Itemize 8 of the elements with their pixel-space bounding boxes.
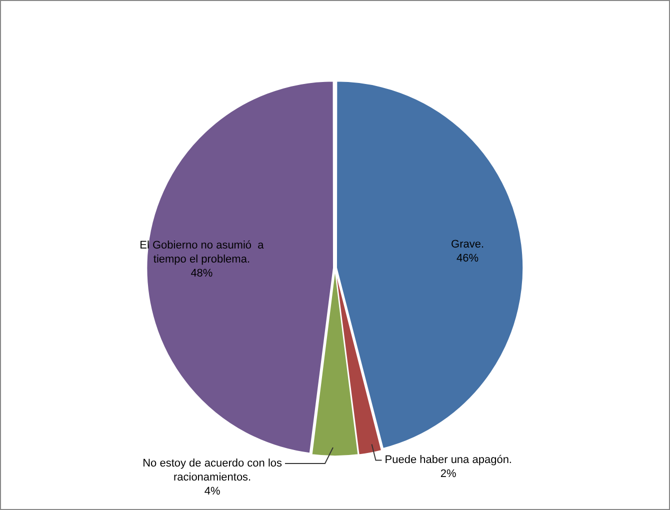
data-label: 2%	[440, 468, 457, 480]
data-label: 4%	[204, 486, 220, 498]
data-label: 48%	[190, 268, 213, 280]
slice-label: El Gobierno no asumió a tiempo el problema.	[140, 240, 265, 266]
slice-label: No estoy de acuerdo con los racionamientos.	[142, 458, 282, 484]
slice-label: Puede haber una apagón.	[384, 454, 512, 466]
data-label: 46%	[456, 252, 479, 264]
slice-label: Grave.	[451, 238, 484, 250]
